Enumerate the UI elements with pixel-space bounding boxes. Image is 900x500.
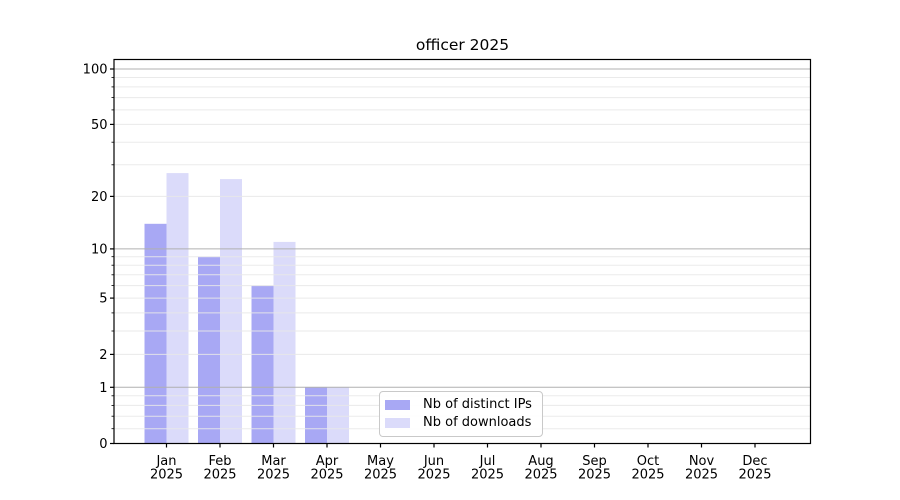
x-tick-label-month: Dec [742, 454, 767, 469]
y-tick-label: 0 [99, 437, 107, 452]
y-tick-label: 5 [99, 292, 107, 307]
x-tick-label-month: Jan [155, 454, 176, 469]
x-tick-label-year: 2025 [150, 468, 183, 483]
legend-item-distinct-ips: Nb of distinct IPs [385, 396, 534, 414]
x-tick-label-month: Sep [582, 454, 607, 469]
x-tick-label-year: 2025 [417, 468, 450, 483]
y-tick-label: 50 [91, 118, 108, 133]
bar-downloads-mar [273, 241, 296, 444]
x-tick-label-year: 2025 [203, 468, 236, 483]
legend-swatch-downloads [385, 418, 410, 428]
bar-distinct-ips-mar [251, 285, 274, 444]
legend-item-downloads: Nb of downloads [385, 414, 534, 432]
x-tick-label-month: Jun [423, 454, 444, 469]
x-tick-label-year: 2025 [578, 468, 611, 483]
legend-label-downloads: Nb of downloads [423, 415, 532, 430]
y-tick-label: 20 [91, 190, 108, 205]
bar-downloads-feb [220, 179, 242, 444]
y-tick-label: 100 [83, 63, 108, 78]
x-tick-label-month: Nov [689, 454, 715, 469]
x-tick-label-month: Apr [316, 454, 339, 469]
x-tick-label-month: Feb [208, 454, 231, 469]
bar-distinct-ips-apr [305, 387, 327, 444]
y-tick-label: 10 [91, 242, 108, 257]
bar-downloads-apr [327, 387, 349, 444]
y-tick-label: 1 [99, 381, 107, 396]
x-tick-label-year: 2025 [738, 468, 771, 483]
chart-title: officer 2025 [415, 36, 510, 54]
x-tick-label-year: 2025 [471, 468, 504, 483]
bar-distinct-ips-jan [144, 223, 167, 444]
x-tick-label-year: 2025 [310, 468, 343, 483]
legend-label-distinct-ips: Nb of distinct IPs [423, 397, 532, 412]
legend: Nb of distinct IPs Nb of downloads [379, 391, 543, 437]
x-tick-label-month: Aug [528, 454, 553, 469]
x-tick-label-year: 2025 [631, 468, 664, 483]
x-tick-label-year: 2025 [257, 468, 290, 483]
bar-distinct-ips-feb [198, 256, 220, 444]
x-tick-label-year: 2025 [685, 468, 718, 483]
x-tick-label-year: 2025 [364, 468, 397, 483]
plot-frame [113, 58, 812, 445]
x-tick-label-month: Oct [637, 454, 659, 469]
bar-downloads-jan [166, 173, 189, 444]
x-tick-label-month: Jul [479, 454, 496, 469]
y-tick-label: 2 [99, 348, 107, 363]
x-tick-label-month: May [367, 454, 394, 469]
x-tick-label-month: Mar [261, 454, 286, 469]
x-tick-label-year: 2025 [524, 468, 557, 483]
legend-swatch-distinct-ips [385, 400, 410, 410]
